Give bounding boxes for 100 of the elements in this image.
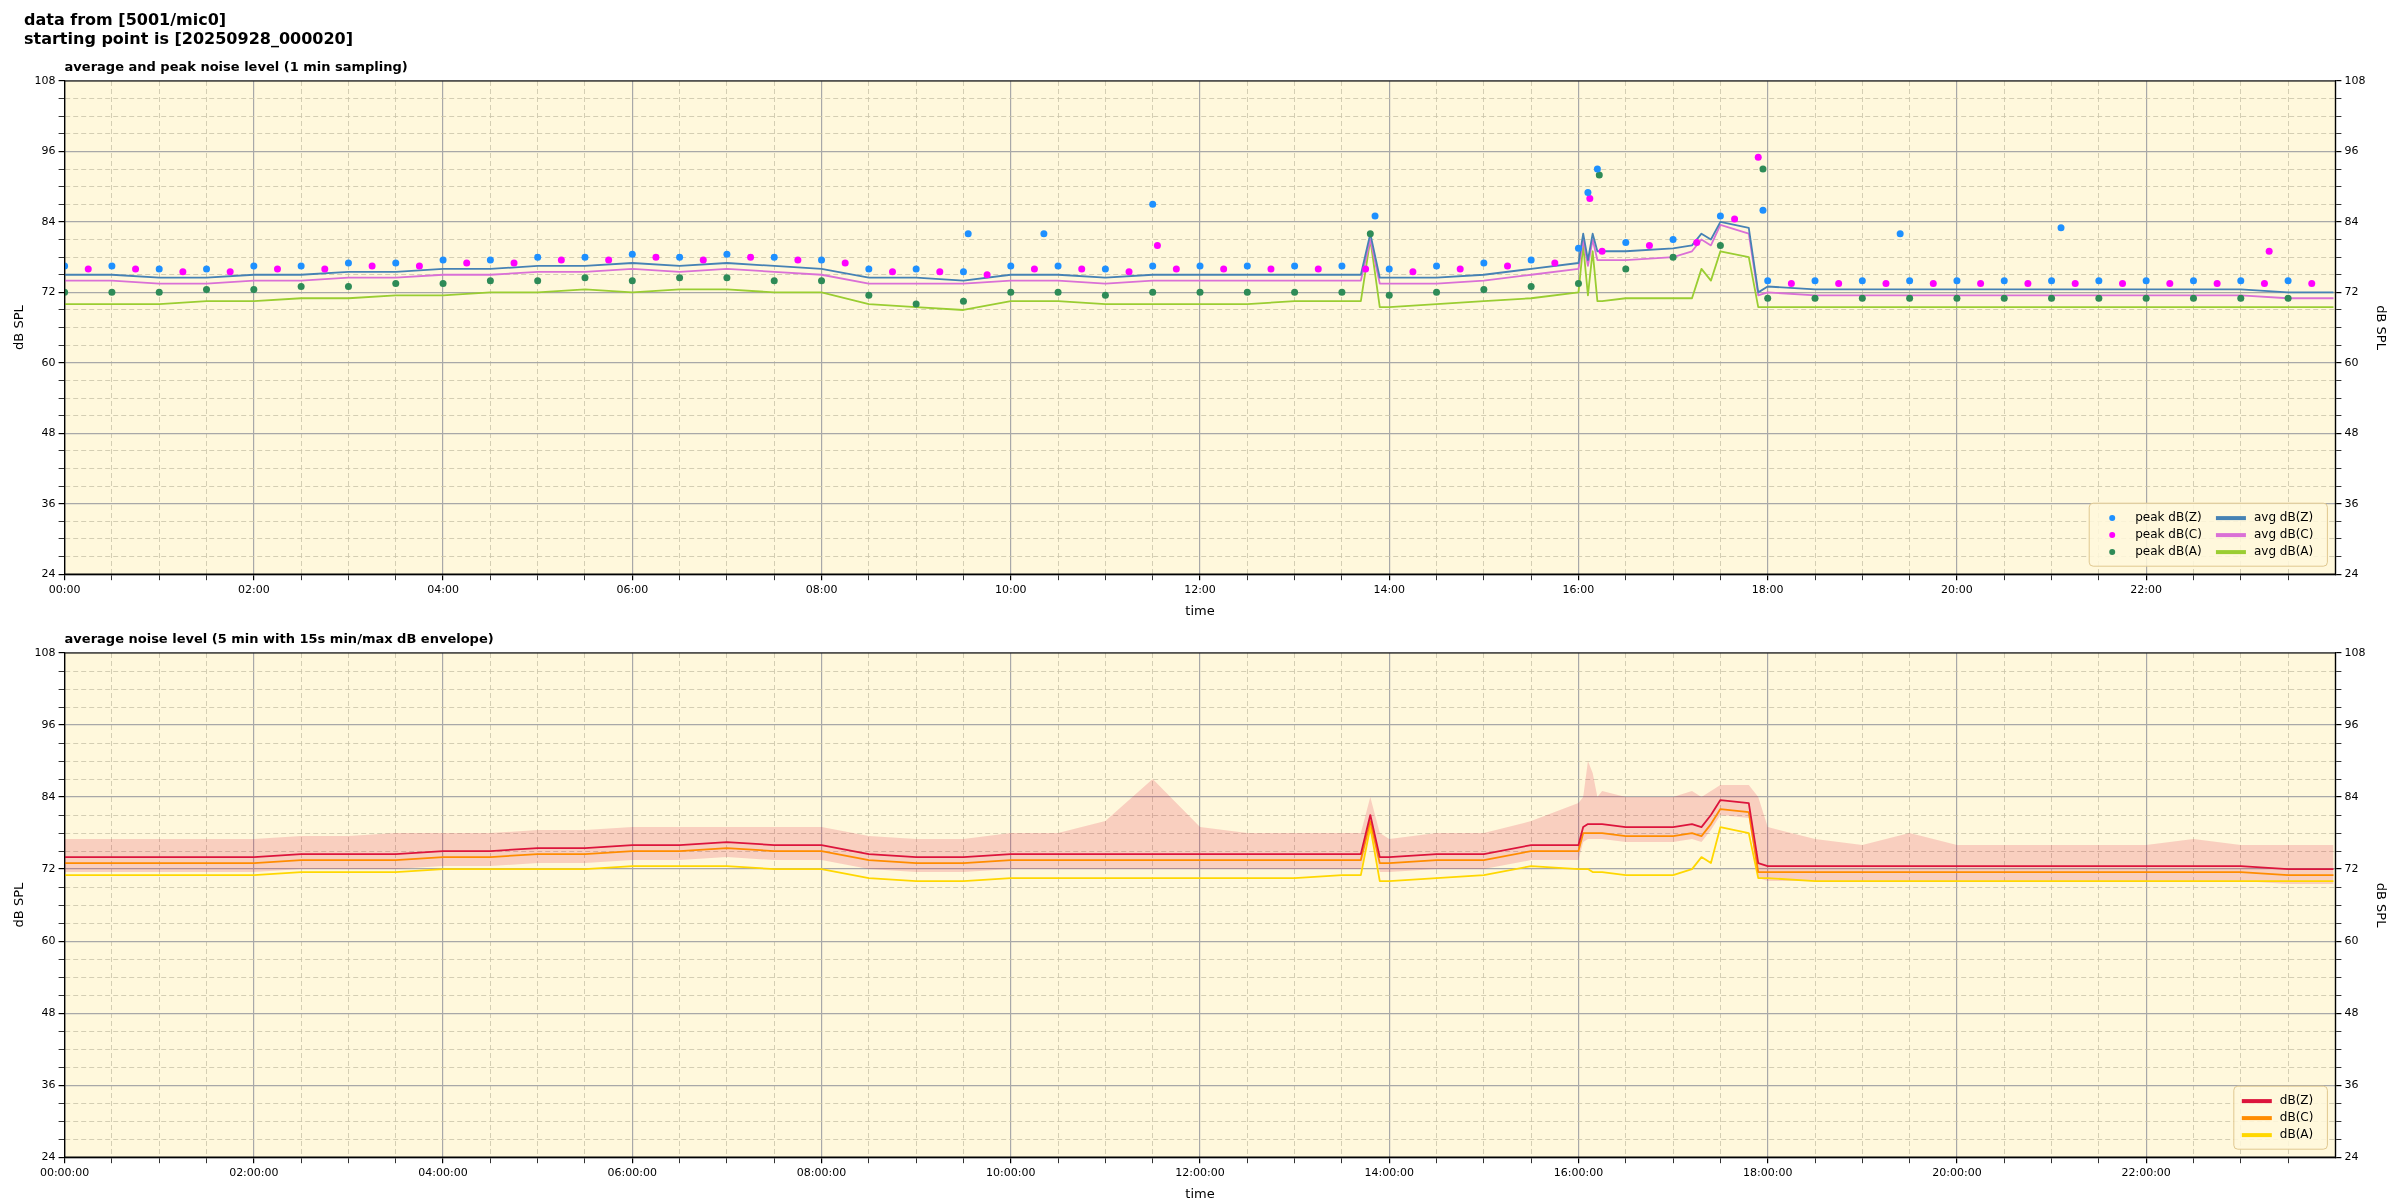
point bbox=[2119, 280, 2127, 288]
legend-label: avg dB(C) bbox=[2253, 527, 2314, 542]
point bbox=[2213, 280, 2221, 288]
point bbox=[1291, 262, 1299, 270]
x-tick-label: 04:00 bbox=[427, 582, 459, 596]
point bbox=[723, 250, 731, 258]
y2-tick-label: 60 bbox=[2344, 355, 2359, 369]
y-tick-label: 84 bbox=[41, 214, 56, 228]
point bbox=[132, 265, 140, 273]
x-tick-label: 18:00:00 bbox=[1743, 1165, 1793, 1179]
point bbox=[297, 283, 305, 290]
point bbox=[2284, 277, 2292, 285]
x-tick-label: 22:00 bbox=[2130, 582, 2163, 596]
point bbox=[439, 280, 447, 288]
point bbox=[1243, 288, 1251, 296]
point bbox=[652, 253, 660, 261]
point bbox=[392, 259, 400, 267]
point bbox=[203, 285, 211, 293]
point bbox=[676, 253, 684, 261]
point bbox=[1243, 262, 1251, 270]
point bbox=[1787, 280, 1795, 288]
point bbox=[344, 259, 352, 267]
y2-tick-label: 96 bbox=[2344, 717, 2359, 731]
x-tick-label: 08:00:00 bbox=[796, 1165, 847, 1179]
point bbox=[368, 262, 376, 270]
x-tick-label: 10:00:00 bbox=[986, 1165, 1036, 1179]
point bbox=[770, 253, 778, 261]
point bbox=[344, 283, 352, 290]
point bbox=[2048, 277, 2056, 285]
y-tick-label: 24 bbox=[41, 567, 56, 581]
y2-tick-label: 108 bbox=[2344, 73, 2366, 87]
point bbox=[1858, 294, 1866, 302]
text: data from [5001/mic0] bbox=[24, 10, 228, 29]
point bbox=[2260, 280, 2268, 288]
point bbox=[1366, 230, 1374, 238]
y-axis-title: dB SPL bbox=[11, 882, 27, 928]
y-tick-label: 24 bbox=[41, 1150, 56, 1164]
point bbox=[889, 268, 896, 276]
point bbox=[964, 230, 972, 238]
y-tick-label: 48 bbox=[41, 1006, 56, 1019]
point bbox=[1527, 256, 1535, 264]
legend-label: avg dB(Z) bbox=[2253, 510, 2314, 525]
x-tick-label: 20:00 bbox=[1941, 582, 1973, 596]
point bbox=[581, 253, 589, 261]
x-tick-label: 06:00:00 bbox=[607, 1165, 657, 1179]
point bbox=[2308, 280, 2316, 288]
point bbox=[439, 256, 447, 264]
point bbox=[1054, 262, 1062, 270]
point bbox=[1267, 265, 1275, 273]
point bbox=[2142, 277, 2150, 285]
point bbox=[226, 268, 234, 276]
point bbox=[1196, 288, 1204, 296]
point bbox=[2142, 294, 2150, 302]
point bbox=[1716, 241, 1724, 249]
x-axis-title: time bbox=[1185, 1185, 1215, 1200]
y2-tick-label: 48 bbox=[2344, 1006, 2359, 1019]
point bbox=[534, 277, 542, 285]
y2-tick-label: 96 bbox=[2344, 144, 2359, 158]
point bbox=[676, 274, 684, 282]
point bbox=[1172, 265, 1180, 273]
point bbox=[1896, 230, 1904, 238]
point bbox=[699, 256, 707, 264]
point bbox=[1149, 262, 1157, 270]
point bbox=[1574, 244, 1582, 252]
point bbox=[1669, 253, 1677, 261]
point bbox=[1385, 291, 1393, 299]
legend-label: avg dB(A) bbox=[2253, 544, 2314, 559]
point bbox=[1764, 294, 1772, 302]
point bbox=[2071, 280, 2079, 288]
y-tick-label: 108 bbox=[34, 73, 56, 87]
legend-label: dB(C) bbox=[2279, 1110, 2314, 1125]
x-tick-label: 12:00 bbox=[1184, 582, 1216, 596]
point bbox=[1693, 238, 1701, 246]
point bbox=[1153, 241, 1161, 249]
y2-tick-label: 84 bbox=[2344, 789, 2359, 803]
point bbox=[155, 288, 163, 296]
point bbox=[1433, 262, 1441, 270]
point bbox=[1669, 236, 1677, 244]
x-tick-label: 18:00 bbox=[1751, 582, 1784, 596]
point bbox=[250, 285, 258, 293]
point bbox=[155, 265, 163, 273]
point bbox=[1433, 288, 1441, 296]
x-tick-label: 06:00 bbox=[616, 582, 649, 596]
point bbox=[2000, 294, 2008, 302]
point bbox=[1858, 277, 1866, 285]
point bbox=[1811, 294, 1819, 302]
point bbox=[1574, 280, 1582, 288]
point bbox=[1598, 247, 1606, 255]
y2-tick-label: 36 bbox=[2344, 496, 2359, 510]
point bbox=[1835, 280, 1843, 288]
point bbox=[1054, 288, 1062, 296]
point bbox=[2237, 294, 2245, 302]
point bbox=[1196, 262, 1204, 270]
y2-tick-label: 72 bbox=[2344, 285, 2359, 299]
point bbox=[959, 297, 967, 305]
y-tick-label: 72 bbox=[41, 285, 56, 299]
point bbox=[1338, 262, 1346, 270]
point bbox=[179, 268, 187, 276]
point bbox=[1030, 265, 1038, 273]
point bbox=[463, 259, 471, 267]
